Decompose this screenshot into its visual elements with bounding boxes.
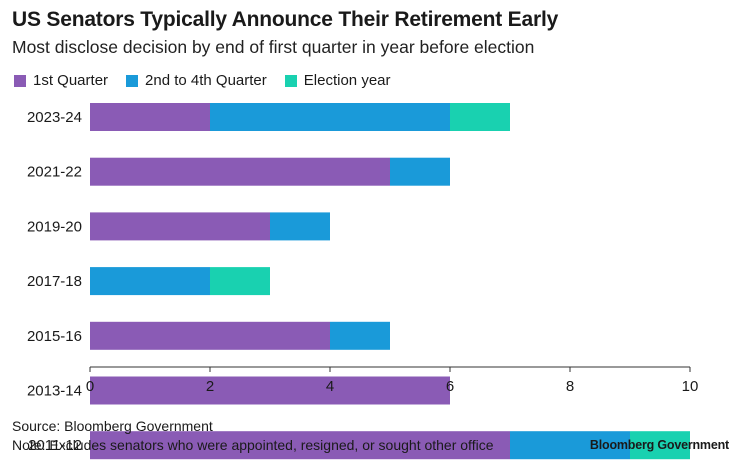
bar-segment: [90, 376, 450, 405]
legend-swatch-election: [284, 74, 297, 87]
legend-item-election: Election year: [284, 72, 391, 89]
bar-segment: [90, 267, 210, 296]
category-label: 2017-18: [27, 273, 82, 290]
category-label: 2023-24: [27, 109, 82, 126]
bar-segment: [90, 431, 510, 460]
category-label: 2015-16: [27, 328, 82, 345]
bar-segment: [390, 157, 450, 186]
bar-segment: [90, 212, 270, 241]
bar-segment: [330, 321, 390, 350]
legend-swatch-q1: [14, 74, 26, 87]
x-tick-label: 6: [446, 378, 454, 395]
footnote: Note: Excludes senators who were appoint…: [12, 437, 494, 453]
legend-label-q2to4: 2nd to 4th Quarter: [145, 72, 267, 89]
category-label: 2013-14: [27, 383, 82, 400]
bar-segment: [450, 103, 510, 131]
legend-label-election: Election year: [303, 72, 391, 89]
bar-segment: [90, 321, 330, 350]
brand-logo: Bloomberg Government: [589, 438, 729, 452]
legend-item-q2to4: 2nd to 4th Quarter: [126, 72, 267, 89]
bar-segment: [90, 103, 210, 131]
x-tick-label: 10: [682, 378, 699, 395]
bar-segment: [210, 103, 450, 131]
bar-segment: [210, 267, 270, 296]
legend-label-q1: 1st Quarter: [33, 72, 109, 89]
bar-segment: [510, 431, 630, 460]
x-tick-label: 4: [326, 378, 334, 395]
x-tick-label: 0: [86, 378, 94, 395]
legend-item-q1: 1st Quarter: [14, 72, 108, 89]
category-label: 2019-20: [27, 218, 82, 235]
category-label: 2021-22: [27, 164, 82, 181]
chart-subtitle: Most disclose decision by end of first q…: [12, 37, 535, 57]
legend-swatch-q2to4: [126, 74, 139, 87]
legend: 1st Quarter 2nd to 4th Quarter Election …: [14, 72, 409, 89]
bar-segment: [270, 212, 330, 241]
x-tick-label: 2: [206, 378, 214, 395]
source-note: Source: Bloomberg Government: [12, 418, 213, 434]
bar-segment: [630, 431, 690, 460]
chart-title: US Senators Typically Announce Their Ret…: [12, 8, 559, 31]
bar-segment: [90, 157, 390, 186]
x-tick-label: 8: [566, 378, 574, 395]
category-label: 2011-12: [28, 437, 82, 454]
